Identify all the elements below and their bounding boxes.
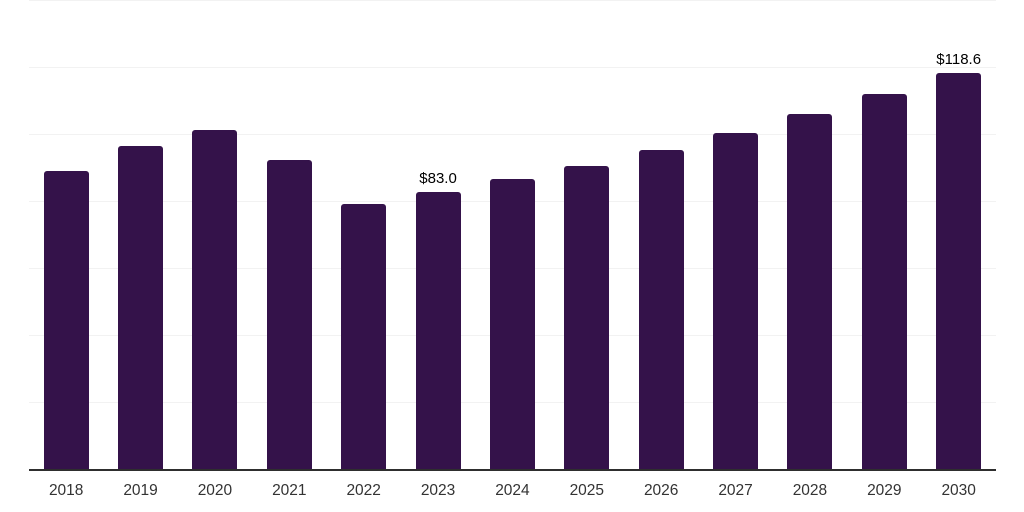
bar-slot-2018 <box>43 0 89 470</box>
bar-slot-2019 <box>118 0 164 470</box>
x-axis-label-2029: 2029 <box>867 482 902 499</box>
bar-2019[interactable] <box>118 146 164 470</box>
bar-value-label-2030: $118.6 <box>936 51 982 68</box>
bar-slot-2028 <box>787 0 833 470</box>
x-axis-label-2027: 2027 <box>718 482 753 499</box>
x-axis-label-2030: 2030 <box>941 482 976 499</box>
bar-2020[interactable] <box>192 130 238 470</box>
bar-2018[interactable] <box>43 171 89 470</box>
bar-2028[interactable] <box>787 114 833 470</box>
x-axis-label-2020: 2020 <box>197 482 233 499</box>
bars-row: $83.0 $118.6 <box>29 0 996 470</box>
bar-slot-2021 <box>266 0 312 470</box>
x-axis-label-2026: 2026 <box>643 482 679 499</box>
x-axis-labels: 2018 2019 2020 2021 2022 2023 2024 2025 2026 2027… <box>29 481 996 501</box>
gridline-120 <box>29 67 996 68</box>
bar-slot-2026 <box>638 0 684 470</box>
bar-2021[interactable] <box>266 160 312 470</box>
bar-2027[interactable] <box>713 133 759 470</box>
bar-slot-2030: $118.6 <box>936 0 982 470</box>
x-axis-label-2023: 2023 <box>420 482 456 499</box>
x-axis-label-2022: 2022 <box>346 482 381 499</box>
bar-2022[interactable] <box>341 204 387 470</box>
bar-value-label-2023: $83.0 <box>419 170 457 187</box>
bar-slot-2020 <box>192 0 238 470</box>
bar-slot-2023: $83.0 <box>415 0 461 470</box>
bar-slot-2027 <box>713 0 759 470</box>
bar-2029[interactable] <box>861 94 907 470</box>
x-axis-line <box>29 469 996 471</box>
bar-2026[interactable] <box>638 150 684 470</box>
x-axis-label-2018: 2018 <box>48 482 84 499</box>
plot-area: $83.0 $118.6 <box>29 0 996 471</box>
gridline-100 <box>29 134 996 135</box>
bar-slot-2029 <box>861 0 907 470</box>
gridline-140 <box>29 0 996 1</box>
bar-slot-2024 <box>489 0 535 470</box>
bar-2024[interactable] <box>489 179 535 470</box>
x-axis-label-2028: 2028 <box>792 482 828 499</box>
bar-2030[interactable] <box>936 73 982 470</box>
x-axis-label-2019: 2019 <box>123 482 158 499</box>
bar-2025[interactable] <box>564 166 610 470</box>
bar-2023[interactable] <box>415 192 461 470</box>
bar-slot-2022 <box>341 0 387 470</box>
x-axis-label-2021: 2021 <box>272 482 307 499</box>
x-axis-label-2024: 2024 <box>495 482 530 499</box>
bar-slot-2025 <box>564 0 610 470</box>
x-axis-label-2025: 2025 <box>569 482 605 499</box>
